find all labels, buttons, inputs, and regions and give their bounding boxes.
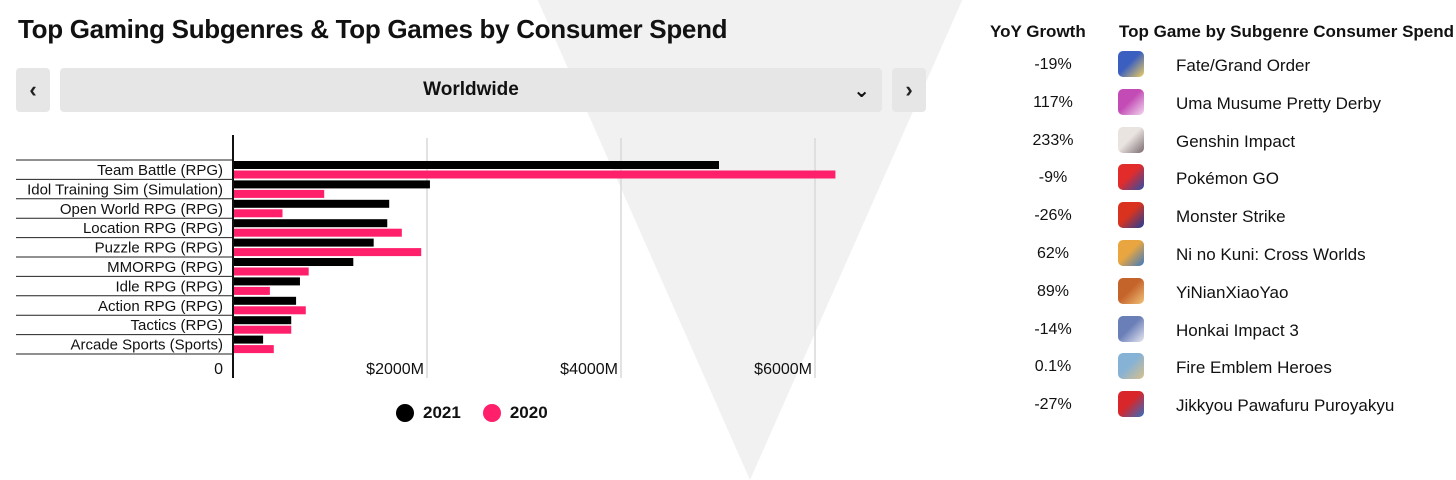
game-name: Fire Emblem Heroes (1176, 358, 1332, 378)
bar-2021-tactics-rpg (234, 316, 292, 325)
table-row: -9% Pokémon GO (982, 160, 1456, 197)
category-label: Team Battle (RPG) (97, 162, 223, 179)
watermark-logo (537, 0, 963, 480)
chevron-right-icon: › (905, 77, 913, 102)
legend-item-2021[interactable]: 2021 (396, 403, 461, 423)
region-selected-label: Worldwide (423, 79, 519, 100)
bar-2021-open-world-rpg-rpg (234, 199, 390, 208)
game-name: YiNianXiaoYao (1176, 282, 1289, 302)
yoy-growth-value: -26% (1034, 207, 1072, 225)
bar-2021-arcade-sports-sports (234, 335, 264, 344)
yoy-growth-value: 117% (1033, 93, 1073, 111)
legend-label-2020: 2020 (509, 403, 548, 422)
table-row: 89% YiNianXiaoYao (982, 274, 1456, 311)
bar-2020-open-world-rpg-rpg (234, 209, 283, 218)
table-row: -27% Jikkyou Pawafuru Puroyakyu (982, 387, 1456, 424)
bar-2020-team-battle-rpg (234, 170, 836, 179)
next-region-button[interactable]: › (892, 68, 926, 112)
bar-chart: Team Battle (RPG) Idol Training Sim (Simu… (16, 135, 836, 378)
bar-2021-team-battle-rpg (234, 161, 719, 169)
category-label: Open World RPG (RPG) (60, 201, 223, 218)
bar-2020-action-rpg-rpg (234, 306, 306, 315)
powerful-pro-baseball-icon (1118, 391, 1144, 418)
bar-2020-idol-training-sim-simulation (234, 189, 325, 198)
bar-2020-location-rpg-rpg (234, 228, 402, 237)
x-tick-label: 0 (214, 361, 223, 378)
game-name: Fate/Grand Order (1176, 56, 1311, 75)
bar-2021-puzzle-rpg-rpg (234, 238, 374, 247)
game-name: Uma Musume Pretty Derby (1176, 93, 1381, 113)
yoy-growth-value: 0.1% (1034, 358, 1072, 376)
table-row: -14% Honkai Impact 3 (982, 312, 1456, 349)
chart-legend: 2021 2020 (396, 403, 560, 423)
game-name: Monster Strike (1176, 207, 1286, 227)
yoy-growth-value: 62% (1036, 245, 1070, 262)
page-title: Top Gaming Subgenres & Top Games by Cons… (18, 14, 728, 44)
bar-2020-idle-rpg-rpg (234, 286, 270, 295)
previous-region-button[interactable]: ‹ (16, 68, 50, 112)
category-label: Idle RPG (RPG) (115, 278, 223, 295)
top-games-table: YoY Growth Top Game by Subgenre Consumer… (982, 0, 1456, 443)
category-label: Action RPG (RPG) (98, 298, 223, 315)
game-name: Ni no Kuni: Cross Worlds (1176, 245, 1366, 264)
category-label: Arcade Sports (Sports) (70, 337, 223, 354)
category-label: Location RPG (RPG) (83, 220, 223, 237)
bar-2021-action-rpg-rpg (234, 296, 297, 305)
table-row: 233% Genshin Impact (982, 123, 1456, 160)
monster-strike-icon (1118, 202, 1144, 229)
legend-item-2020[interactable]: 2020 (482, 403, 548, 423)
yoy-growth-header: YoY Growth (990, 22, 1086, 41)
legend-label-2021: 2021 (423, 403, 461, 422)
fire-emblem-heroes-icon (1118, 353, 1144, 380)
bar-2021-idle-rpg-rpg (234, 277, 300, 286)
category-label: Tactics (RPG) (130, 317, 223, 334)
chevron-left-icon: ‹ (29, 77, 37, 102)
ni-no-kuni-icon (1118, 240, 1144, 266)
yinianxiaoyao-icon (1118, 277, 1144, 304)
table-row: 117% Uma Musume Pretty Derby (982, 85, 1456, 122)
yoy-growth-value: 89% (1036, 282, 1070, 300)
yoy-growth-value: 233% (1032, 131, 1074, 149)
category-label: Idol Training Sim (Simulation) (27, 181, 223, 198)
pokemon-go-icon (1118, 164, 1144, 191)
yoy-growth-value: -14% (1034, 320, 1072, 338)
bar-2021-mmorpg-rpg (234, 258, 354, 266)
bar-2020-mmorpg-rpg (234, 267, 309, 276)
bar-2021-location-rpg-rpg (234, 219, 388, 228)
x-tick-label: $4000M (560, 361, 618, 378)
game-name: Genshin Impact (1176, 131, 1296, 151)
table-row: -19% Fate/Grand Order (982, 47, 1456, 84)
top-game-header: Top Game by Subgenre Consumer Spend (1119, 22, 1455, 41)
category-label: Puzzle RPG (RPG) (95, 240, 223, 257)
table-row: 62% Ni no Kuni: Cross Worlds (982, 236, 1456, 273)
game-name: Jikkyou Pawafuru Puroyakyu (1176, 396, 1395, 416)
category-label: MMORPG (RPG) (107, 259, 223, 276)
legend-swatch-2020 (482, 404, 501, 422)
bar-2020-arcade-sports-sports (234, 345, 274, 354)
x-tick-label: $2000M (366, 361, 424, 378)
fate-grand-order-icon (1118, 51, 1144, 77)
honkai-impact-icon (1118, 315, 1144, 342)
game-name: Pokémon GO (1176, 169, 1279, 189)
uma-musume-icon (1118, 88, 1144, 115)
legend-swatch-2021 (396, 404, 414, 422)
region-dropdown[interactable]: Worldwide ⌄ (60, 68, 882, 112)
bar-2021-idol-training-sim-simulation (234, 180, 430, 189)
genshin-impact-icon (1118, 126, 1144, 153)
yoy-growth-value: -19% (1034, 56, 1072, 73)
yoy-growth-value: -9% (1038, 169, 1068, 187)
yoy-growth-value: -27% (1034, 396, 1072, 414)
bar-2020-puzzle-rpg-rpg (234, 248, 422, 257)
chevron-down-icon: ⌄ (853, 80, 870, 102)
table-row: -26% Monster Strike (982, 198, 1456, 235)
table-row: 0.1% Fire Emblem Heroes (982, 349, 1456, 386)
bar-2020-tactics-rpg (234, 325, 292, 334)
x-tick-label: $6000M (754, 361, 812, 378)
game-name: Honkai Impact 3 (1176, 320, 1299, 340)
